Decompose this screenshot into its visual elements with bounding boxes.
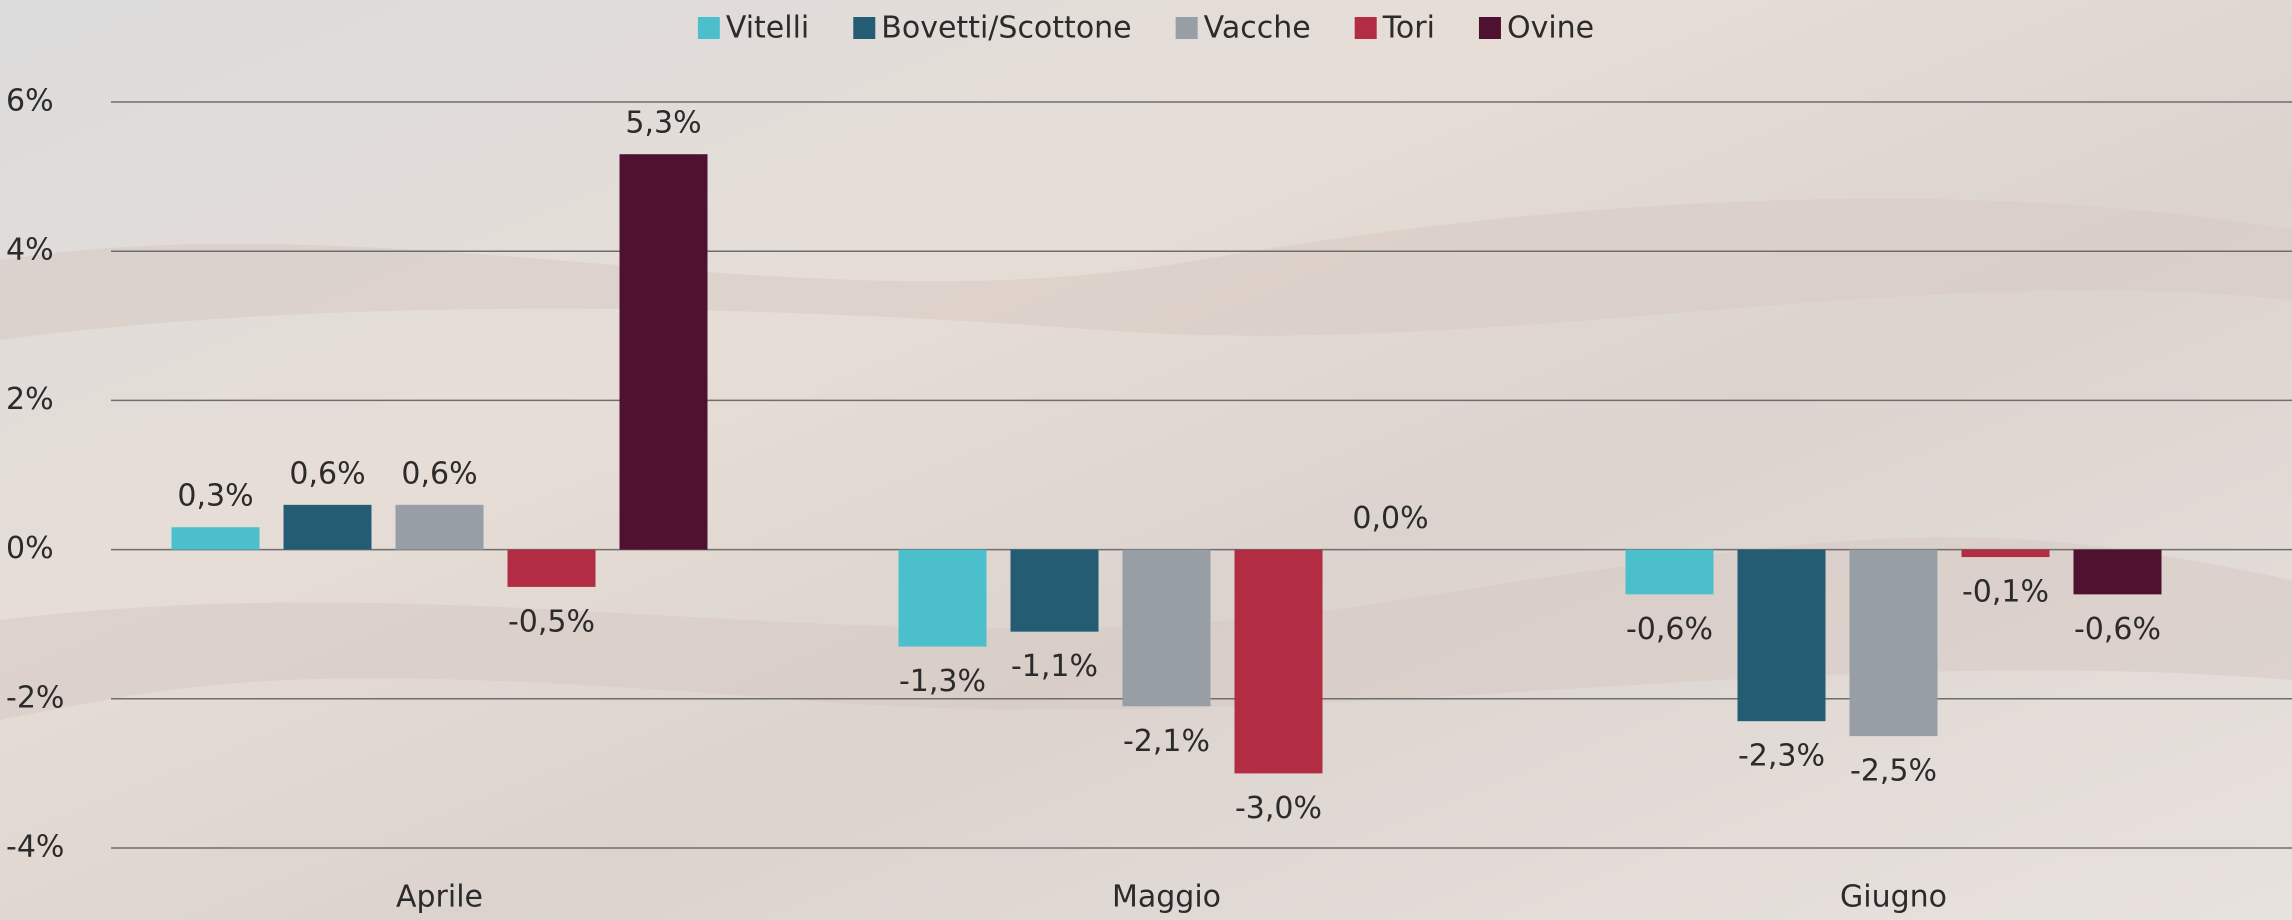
y-tick-label: 6% [6,84,54,119]
bar [1123,550,1211,707]
legend-label: Vitelli [726,11,809,46]
data-label: 5,3% [625,106,701,141]
bar [1626,550,1714,595]
y-tick-label: 4% [6,233,54,268]
y-tick-label: 2% [6,382,54,417]
y-tick-label: 0% [6,531,54,566]
data-label: -2,3% [1738,739,1825,774]
data-label: -2,1% [1123,724,1210,759]
legend-swatch [853,17,875,39]
bar [899,550,987,647]
data-label: -0,6% [1626,612,1713,647]
legend-label: Ovine [1507,11,1594,46]
data-label: -2,5% [1850,754,1937,789]
bar [172,527,260,549]
legend-swatch [1479,17,1501,39]
data-label: -0,6% [2074,612,2161,647]
bar [396,505,484,550]
legend-swatch [1176,17,1198,39]
data-label: -1,1% [1011,649,1098,684]
chart: -4% -2% 0% 2% 4% 6% Aprile 0,3% 0,6% 0,6% -0,5% 5,3… [0,0,2292,920]
bar [1738,550,1826,722]
data-label: 0,3% [177,479,253,514]
bar [1850,550,1938,737]
x-tick-label: Giugno [1840,880,1947,915]
bar [2074,550,2162,595]
data-label: -0,1% [1962,575,2049,610]
bar [1235,550,1323,774]
y-tick-label: -2% [6,680,64,715]
legend-label: Vacche [1204,11,1311,46]
legend-label: Bovetti/Scottone [881,11,1131,46]
legend-swatch [698,17,720,39]
bar [1962,550,2050,557]
x-tick-label: Maggio [1112,880,1221,915]
bar [284,505,372,550]
data-label: -3,0% [1235,791,1322,826]
y-tick-label: -4% [6,830,64,865]
data-label: 0,6% [401,456,477,491]
data-label: 0,6% [289,456,365,491]
legend-swatch [1355,17,1377,39]
bar [620,154,708,549]
data-label: 0,0% [1352,501,1428,536]
x-tick-label: Aprile [396,880,483,915]
data-label: -1,3% [899,664,986,699]
data-label: -0,5% [508,604,595,639]
bar [508,550,596,587]
bar [1011,550,1099,632]
legend-label: Tori [1382,11,1435,46]
